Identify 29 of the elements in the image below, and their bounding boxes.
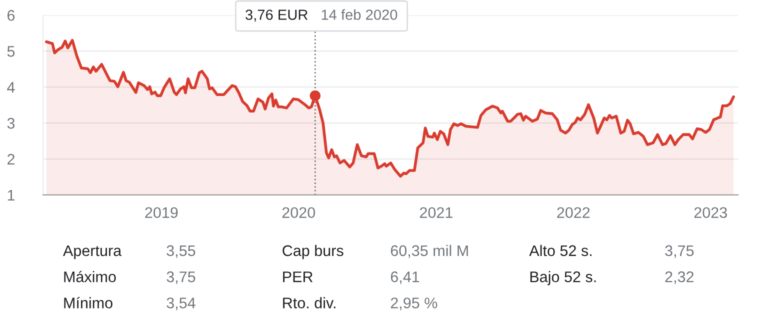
annotation: 3,76 EUR xyxy=(246,10,308,22)
y-tick-label: 5 xyxy=(7,46,15,57)
y-tick-label: 4 xyxy=(7,82,15,93)
y-tick-label: 1 xyxy=(8,190,14,201)
x-tick-label: 2023 xyxy=(694,207,727,218)
text: 3,75 xyxy=(166,271,196,284)
y-tick-label: 2 xyxy=(8,154,14,165)
text: Mínimo xyxy=(64,296,112,308)
text: Apertura xyxy=(63,245,122,260)
text: Bajo 52 s. xyxy=(530,271,596,286)
text: 3,54 xyxy=(166,298,196,310)
annotation: 14 feb 2020 xyxy=(322,9,398,20)
x-tick-label: 2022 xyxy=(557,207,590,218)
y-tick-label: 3 xyxy=(7,118,15,129)
text: 3,55 xyxy=(166,245,196,258)
text: Máximo xyxy=(64,270,116,282)
text: 2,32 xyxy=(665,271,694,284)
text: PER xyxy=(283,272,313,282)
text: Alto 52 s. xyxy=(529,244,592,256)
y-tick-label: 6 xyxy=(8,10,15,21)
text: 6,41 xyxy=(390,271,420,284)
text: Cap burs xyxy=(282,244,344,260)
x-tick-label: 2019 xyxy=(145,207,178,218)
x-tick-label: 2020 xyxy=(282,207,316,218)
text: 3,75 xyxy=(665,245,694,258)
text: 2,95 % xyxy=(390,298,438,310)
x-tick-label: 2021 xyxy=(420,207,452,218)
text: Rto. div. xyxy=(283,297,336,308)
text: 60,35 mil M xyxy=(390,244,468,258)
